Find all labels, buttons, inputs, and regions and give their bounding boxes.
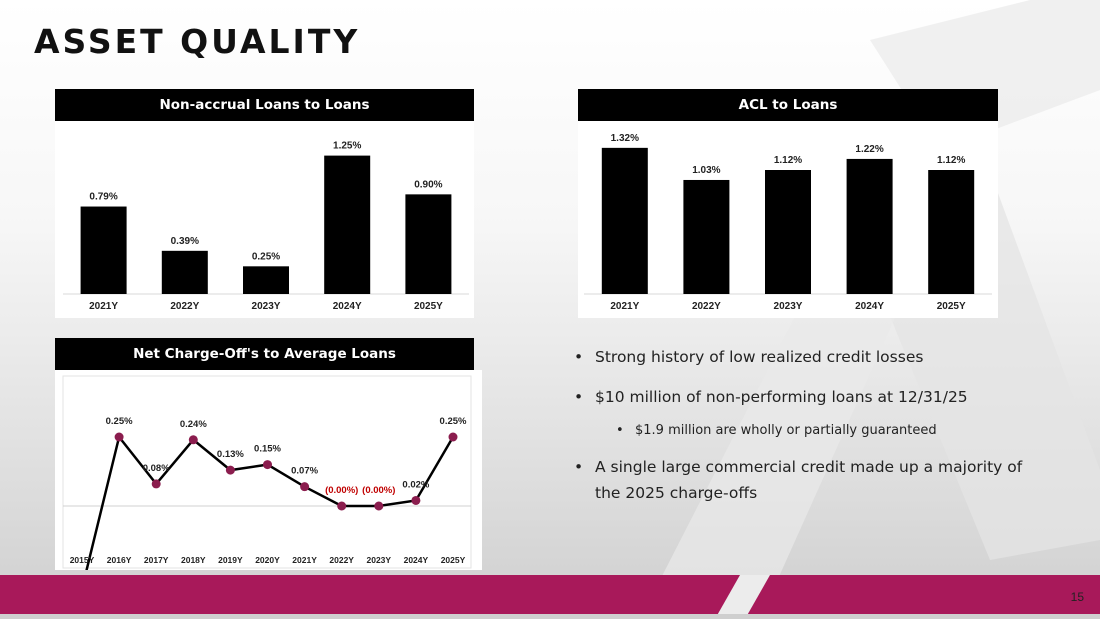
x-tick-label: 2025Y: [414, 301, 443, 312]
x-tick-label: 2021Y: [292, 555, 317, 565]
x-tick-label: 2015Y: [70, 555, 95, 565]
bar: [601, 147, 648, 294]
bar: [80, 206, 127, 294]
x-tick-label: 2021Y: [610, 301, 639, 312]
data-label: 0.13%: [217, 449, 244, 460]
data-point: [114, 432, 124, 442]
x-tick-label: 2025Y: [441, 555, 466, 565]
data-point: [374, 501, 384, 511]
bar: [683, 179, 730, 294]
bar: [928, 170, 975, 294]
data-point: [188, 435, 198, 445]
data-label: (0.00%): [362, 485, 395, 496]
data-point: [151, 479, 161, 489]
data-point: [263, 460, 272, 470]
x-tick-label: 2023Y: [774, 301, 803, 312]
acl-bar-chart: 1.32% 2021Y 1.03% 2022Y 1.12% 2023Y 1.22% 2024Y…: [584, 133, 992, 312]
series-line: [80, 434, 455, 590]
chart-title-chargeoffs: Net Charge-Off's to Average Loans: [55, 338, 474, 370]
x-tick-label: 2022Y: [692, 301, 721, 312]
data-point: [225, 465, 235, 475]
data-point: [411, 495, 421, 505]
x-tick-label: 2023Y: [252, 301, 281, 312]
x-tick-label: 2019Y: [218, 555, 243, 565]
nonaccrual-chart-panel: 0.79% 2021Y 0.39% 2022Y 0.25% 2023Y 1.25% 2024Y…: [55, 121, 474, 318]
data-label: 0.15%: [254, 444, 281, 455]
data-label: 0.08%: [143, 463, 170, 474]
data-label: (0.00%): [325, 485, 358, 496]
data-label: 1.32%: [611, 133, 639, 144]
data-label: 0.07%: [291, 466, 318, 477]
x-tick-label: 2023Y: [367, 555, 392, 565]
x-tick-label: 2017Y: [144, 555, 169, 565]
chargeoffs-line-chart: (0.30%)2015Y0.25%2016Y0.08%2017Y0.24%201…: [62, 375, 472, 594]
x-tick-label: 2021Y: [89, 301, 118, 312]
data-label: 1.22%: [855, 144, 883, 155]
bar: [405, 194, 452, 294]
chargeoffs-chart-panel: (0.30%)2015Y0.25%2016Y0.08%2017Y0.24%201…: [55, 370, 482, 594]
bullet-item: A single large commercial credit made up…: [574, 454, 1044, 506]
bar: [324, 155, 371, 294]
brand-footer-bar: [0, 575, 1100, 619]
data-label: 1.03%: [692, 165, 720, 176]
data-label: 1.12%: [774, 155, 802, 166]
x-tick-label: 2016Y: [107, 555, 132, 565]
bullet-item: $10 million of non-performing loans at 1…: [574, 384, 1044, 410]
page-title: ASSET QUALITY: [34, 22, 361, 61]
data-label: 0.79%: [89, 192, 117, 203]
data-label: 1.25%: [333, 141, 361, 152]
data-label: 0.25%: [440, 416, 467, 427]
data-label: 0.90%: [414, 179, 442, 190]
data-point: [337, 501, 347, 511]
x-tick-label: 2022Y: [170, 301, 199, 312]
bar: [243, 266, 289, 294]
x-tick-label: 2024Y: [404, 555, 429, 565]
data-point: [300, 482, 310, 492]
acl-chart-panel: 1.32% 2021Y 1.03% 2022Y 1.12% 2023Y 1.22% 2024Y…: [578, 121, 998, 318]
bar: [161, 250, 208, 294]
chart-title-nonaccrual: Non-accrual Loans to Loans: [55, 89, 474, 121]
data-label: 0.25%: [106, 416, 133, 427]
bullet-list: Strong history of low realized credit lo…: [574, 344, 1044, 520]
page-number: 15: [1070, 590, 1084, 604]
chart-title-acl: ACL to Loans: [578, 89, 998, 121]
data-label: 1.12%: [937, 155, 965, 166]
x-tick-label: 2024Y: [333, 301, 362, 312]
data-label: 0.02%: [402, 479, 429, 490]
data-label: 0.24%: [180, 419, 207, 430]
bar: [765, 170, 811, 294]
bar: [846, 158, 893, 294]
nonaccrual-bar-chart: 0.79% 2021Y 0.39% 2022Y 0.25% 2023Y 1.25% 2024Y…: [63, 141, 469, 312]
data-label: 0.25%: [252, 251, 280, 262]
x-tick-label: 2024Y: [855, 301, 884, 312]
data-label: 0.39%: [171, 236, 199, 247]
x-tick-label: 2020Y: [255, 555, 280, 565]
x-tick-label: 2022Y: [329, 555, 354, 565]
x-tick-label: 2025Y: [937, 301, 966, 312]
data-point: [448, 432, 458, 442]
x-tick-label: 2018Y: [181, 555, 206, 565]
sub-bullet-item: $1.9 million are wholly or partially gua…: [616, 418, 1044, 444]
bullet-item: Strong history of low realized credit lo…: [574, 344, 1044, 370]
plot-frame: [62, 375, 472, 569]
